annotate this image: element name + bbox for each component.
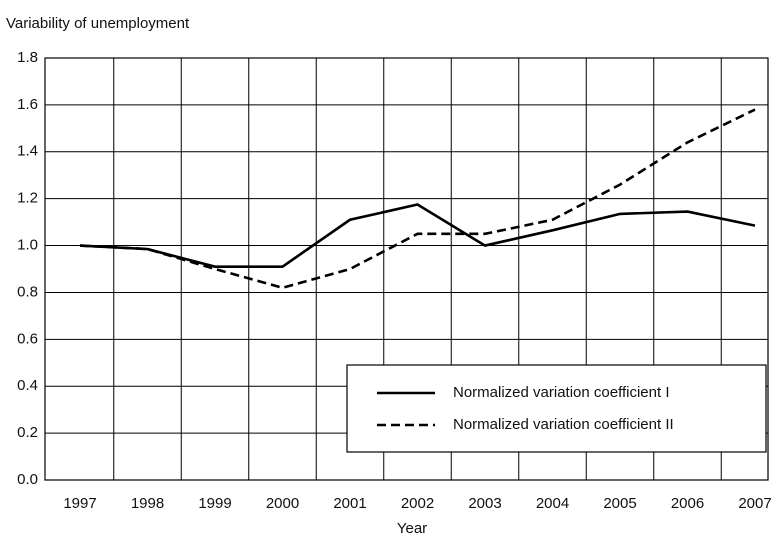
x-tick-label: 2000 bbox=[266, 495, 299, 512]
y-tick-label: 0.8 bbox=[17, 283, 38, 300]
legend-label: Normalized variation coefficient II bbox=[453, 416, 674, 433]
x-tick-label: 2007 bbox=[738, 495, 771, 512]
y-tick-label: 1.4 bbox=[17, 143, 38, 160]
y-tick-label: 0.2 bbox=[17, 424, 38, 441]
series-line bbox=[79, 108, 756, 290]
y-tick-label: 0.4 bbox=[17, 377, 38, 394]
x-tick-label: 2004 bbox=[536, 495, 569, 512]
y-tick-label: 1.2 bbox=[17, 190, 38, 207]
series-line bbox=[79, 203, 756, 268]
x-tick-label: 1998 bbox=[131, 495, 164, 512]
y-tick-label: 1.0 bbox=[17, 237, 38, 254]
x-tick-label: 1997 bbox=[63, 495, 96, 512]
y-axis-title: Variability of unemployment bbox=[6, 15, 190, 32]
y-tick-label: 1.6 bbox=[17, 96, 38, 113]
x-axis-title: Year bbox=[397, 520, 427, 537]
x-tick-label: 2001 bbox=[333, 495, 366, 512]
y-tick-label: 0.6 bbox=[17, 330, 38, 347]
y-tick-label: 1.8 bbox=[17, 49, 38, 66]
x-tick-label: 2003 bbox=[468, 495, 501, 512]
x-tick-label: 1999 bbox=[198, 495, 231, 512]
x-tick-label: 2002 bbox=[401, 495, 434, 512]
legend-box bbox=[346, 364, 767, 453]
legend-label: Normalized variation coefficient I bbox=[453, 384, 670, 401]
y-tick-label: 0.0 bbox=[17, 471, 38, 488]
x-tick-label: 2005 bbox=[603, 495, 636, 512]
x-tick-label: 2006 bbox=[671, 495, 704, 512]
